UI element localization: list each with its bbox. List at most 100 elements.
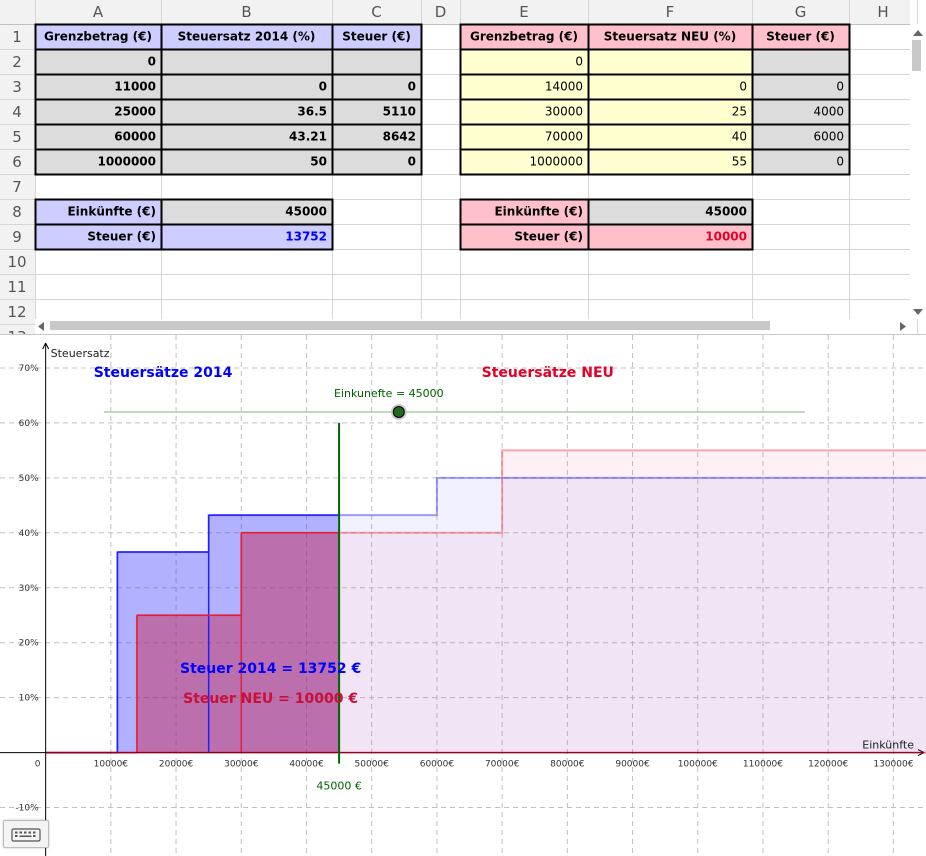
y-tick-label: 50% — [19, 474, 39, 484]
scroll-up-icon[interactable] — [913, 30, 923, 36]
y-tick-label: 70% — [19, 364, 39, 374]
header-2014-1[interactable]: Steuersatz 2014 (%) — [178, 30, 316, 44]
cell-2014-r4-c2[interactable]: 5110 — [383, 105, 416, 119]
row-header-11[interactable]: 11 — [7, 278, 26, 296]
cell-neu-r6-c0[interactable]: 1000000 — [530, 155, 583, 169]
y-tick-label: 30% — [19, 584, 39, 594]
spreadsheet-grid[interactable]: ABCDEFGH12345678910111213Grenzbetrag (€)… — [0, 0, 926, 334]
cell-2014-r6-c2[interactable]: 0 — [408, 155, 416, 169]
column-header-A[interactable]: A — [93, 3, 104, 21]
income-value-2014[interactable]: 45000 — [285, 205, 327, 219]
row-header-13[interactable]: 13 — [7, 328, 26, 334]
header-neu-2[interactable]: Steuer (€) — [766, 30, 835, 44]
income-slider-knob[interactable] — [392, 406, 405, 418]
x-tick-label: 10000€ — [94, 760, 129, 770]
row-header-4[interactable]: 4 — [12, 103, 22, 121]
row-header-2[interactable]: 2 — [12, 53, 22, 71]
origin-label: 0 — [35, 760, 41, 770]
x-tick-label: 40000€ — [289, 760, 324, 770]
cell-2014-r5-c2[interactable]: 8642 — [383, 130, 416, 144]
cell-neu-r3-c2[interactable]: 0 — [836, 80, 844, 94]
bar-2014-2 — [208, 515, 340, 753]
bar-neu-1 — [136, 615, 242, 753]
column-header-F[interactable]: F — [666, 3, 675, 21]
cell-neu-r5-c1[interactable]: 40 — [732, 130, 747, 144]
row-header-5[interactable]: 5 — [12, 128, 22, 146]
column-header-G[interactable]: G — [795, 3, 807, 21]
cell-neu-r3-c1[interactable]: 0 — [739, 80, 747, 94]
cell-neu-r6-c1[interactable]: 55 — [732, 155, 747, 169]
income-label-2014[interactable]: Einkünfte (€) — [67, 205, 156, 219]
horizontal-scroll-thumb[interactable] — [50, 321, 770, 330]
tax-neu-text: Steuer NEU = 10000 € — [183, 691, 358, 707]
cell-2014-r3-c0[interactable]: 11000 — [114, 80, 156, 94]
tax-value-neu[interactable]: 10000 — [705, 230, 747, 244]
cell-2014-r6-c0[interactable]: 1000000 — [98, 155, 156, 169]
row-header-1[interactable]: 1 — [12, 28, 22, 46]
row-header-9[interactable]: 9 — [12, 228, 22, 246]
x-tick-label: 100000€ — [678, 760, 718, 770]
bar-neu-2 — [241, 532, 340, 753]
column-header-D[interactable]: D — [435, 3, 447, 21]
cell-2014-r4-c0[interactable]: 25000 — [114, 105, 156, 119]
spreadsheet-view: ABCDEFGH12345678910111213Grenzbetrag (€)… — [0, 0, 926, 334]
cell-2014-r2-c0[interactable]: 0 — [148, 55, 156, 69]
cell-neu-r6-c2[interactable]: 0 — [836, 155, 844, 169]
y-tick-label: 20% — [19, 639, 39, 649]
title-2014: Steuersätze 2014 — [94, 365, 233, 381]
series-neu — [136, 450, 926, 753]
cell-neu-r5-c2[interactable]: 6000 — [813, 130, 844, 144]
x-tick-label: 80000€ — [550, 760, 585, 770]
header-neu-0[interactable]: Grenzbetrag (€) — [470, 30, 578, 44]
row-header-8[interactable]: 8 — [12, 203, 22, 221]
cell-2014-r3-c1[interactable]: 0 — [319, 80, 327, 94]
cell-neu-r4-c2[interactable]: 4000 — [813, 105, 844, 119]
tax-label-2014[interactable]: Steuer (€) — [87, 230, 156, 244]
row-header-6[interactable]: 6 — [12, 153, 22, 171]
tax-rate-chart[interactable]: 10000€ 20000€ 30000€ 40000€ 50000€ 60000€ 7000… — [0, 335, 926, 856]
vertical-scroll-thumb[interactable] — [912, 40, 921, 71]
cell-2014-r5-c0[interactable]: 60000 — [114, 130, 156, 144]
row-header-7[interactable]: 7 — [12, 178, 22, 196]
y-tick-label: 10% — [19, 694, 39, 704]
header-2014-2[interactable]: Steuer (€) — [342, 30, 411, 44]
row-header-3[interactable]: 3 — [12, 78, 22, 96]
column-header-H[interactable]: H — [877, 3, 888, 21]
cell-2014-r6-c1[interactable]: 50 — [310, 155, 327, 169]
bar-neu-light-2 — [339, 532, 503, 753]
cell-neu-r4-c0[interactable]: 30000 — [545, 105, 583, 119]
cell-neu-r3-c0[interactable]: 14000 — [545, 80, 583, 94]
x-axis-label: Einkünfte — [862, 739, 914, 752]
cell-neu-r2-c0[interactable]: 0 — [575, 55, 583, 69]
scroll-right-icon[interactable] — [900, 322, 906, 331]
scroll-down-icon[interactable] — [913, 309, 923, 315]
x-tick-label: 70000€ — [485, 760, 520, 770]
x-tick-label: 130000€ — [873, 760, 913, 770]
scroll-left-icon[interactable] — [38, 322, 44, 331]
title-neu: Steuersätze NEU — [482, 365, 614, 381]
tax-2014-text: Steuer 2014 = 13752 € — [180, 661, 361, 677]
x-tick-label: 60000€ — [420, 760, 455, 770]
column-header-B[interactable]: B — [241, 3, 251, 21]
column-header-C[interactable]: C — [371, 3, 381, 21]
column-header-E[interactable]: E — [519, 3, 528, 21]
row-header-12[interactable]: 12 — [7, 303, 26, 321]
header-neu-1[interactable]: Steuersatz NEU (%) — [604, 30, 736, 44]
tax-label-neu[interactable]: Steuer (€) — [514, 230, 583, 244]
keyboard-icon[interactable] — [3, 820, 49, 848]
bar-2014-1 — [117, 552, 209, 753]
cell-2014-r5-c1[interactable]: 43.21 — [289, 130, 327, 144]
income-value-neu[interactable]: 45000 — [705, 205, 747, 219]
row-header-10[interactable]: 10 — [7, 253, 26, 271]
vertical-scrollbar[interactable] — [910, 24, 926, 319]
cell-neu-r4-c1[interactable]: 25 — [732, 105, 747, 119]
bar-neu-light-3 — [502, 450, 926, 753]
tax-value-2014[interactable]: 13752 — [285, 230, 327, 244]
graphics-view[interactable]: 10000€ 20000€ 30000€ 40000€ 50000€ 60000€ 7000… — [0, 334, 926, 856]
income-label-neu[interactable]: Einkünfte (€) — [494, 205, 583, 219]
cell-neu-r5-c0[interactable]: 70000 — [545, 130, 583, 144]
x-tick-label: 30000€ — [224, 760, 259, 770]
header-2014-0[interactable]: Grenzbetrag (€) — [44, 30, 152, 44]
cell-2014-r4-c1[interactable]: 36.5 — [297, 105, 327, 119]
cell-2014-r3-c2[interactable]: 0 — [408, 80, 416, 94]
